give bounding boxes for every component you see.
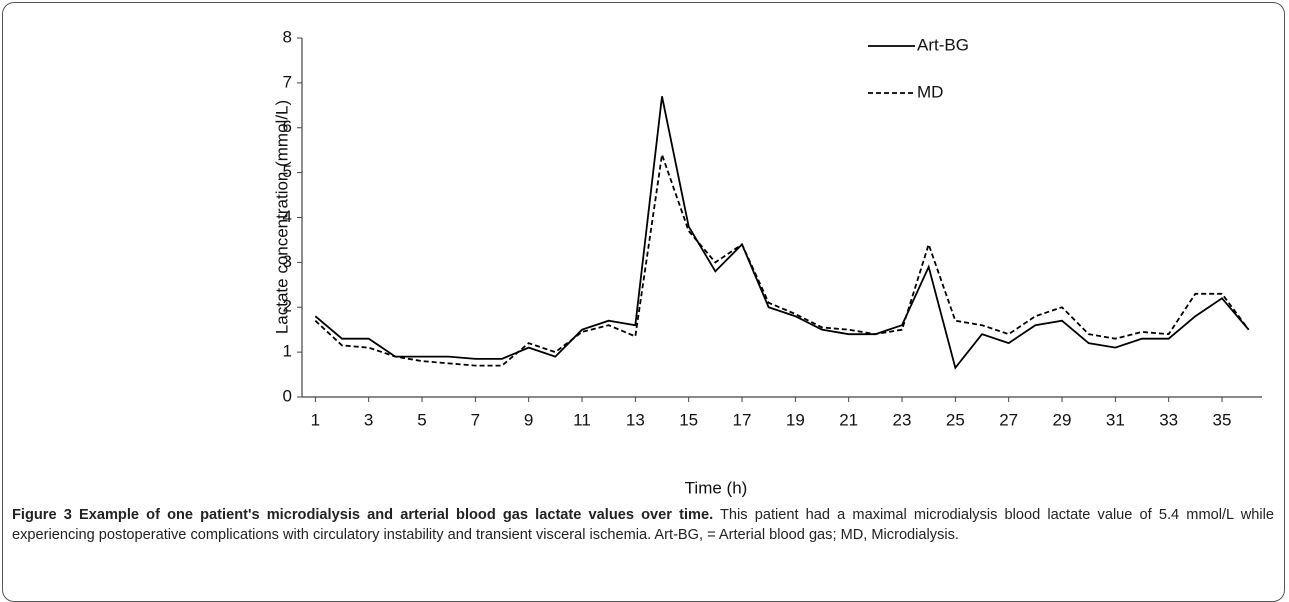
legend-label: Art-BG — [917, 35, 969, 54]
x-tick-label: 31 — [1106, 410, 1125, 429]
x-tick-label: 13 — [626, 410, 645, 429]
figure-caption: Figure 3 Example of one patient's microd… — [12, 505, 1274, 545]
x-tick-label: 17 — [733, 410, 752, 429]
series-line — [314, 154, 1250, 367]
y-tick-label: 2 — [283, 297, 292, 316]
x-tick-label: 19 — [786, 410, 805, 429]
y-tick-label: 1 — [283, 342, 292, 361]
series-line — [314, 96, 1250, 370]
x-tick-label: 3 — [364, 410, 373, 429]
x-tick-label: 5 — [417, 410, 426, 429]
caption-text: This patient had a maximal microdialysis… — [12, 507, 1274, 543]
y-tick-label: 3 — [283, 252, 292, 271]
chart: Time (h) Lactate concentration (mmol/L) … — [272, 27, 1262, 497]
x-tick-label: 23 — [893, 410, 912, 429]
y-tick-label: 5 — [283, 162, 292, 181]
x-tick-label: 35 — [1213, 410, 1232, 429]
legend-label: MD — [917, 82, 943, 101]
x-axis-label: Time (h) — [685, 478, 748, 497]
x-tick-label: 27 — [999, 410, 1018, 429]
x-tick-label: 15 — [679, 410, 698, 429]
y-tick-label: 7 — [283, 72, 292, 91]
x-tick-label: 21 — [839, 410, 858, 429]
y-axis-label: Lactate concentration (mmol/L) — [272, 100, 291, 334]
y-tick-label: 8 — [283, 27, 292, 46]
y-tick-label: 0 — [283, 386, 292, 405]
caption-title: Figure 3 Example of one patient's microd… — [12, 507, 714, 523]
y-tick-label: 4 — [283, 207, 292, 226]
y-tick-label: 6 — [283, 117, 292, 136]
x-tick-label: 9 — [524, 410, 533, 429]
x-tick-label: 33 — [1159, 410, 1178, 429]
x-tick-label: 11 — [573, 410, 591, 429]
x-tick-label: 1 — [311, 410, 320, 429]
x-tick-label: 29 — [1053, 410, 1072, 429]
x-tick-label: 7 — [471, 410, 480, 429]
x-tick-label: 25 — [946, 410, 965, 429]
